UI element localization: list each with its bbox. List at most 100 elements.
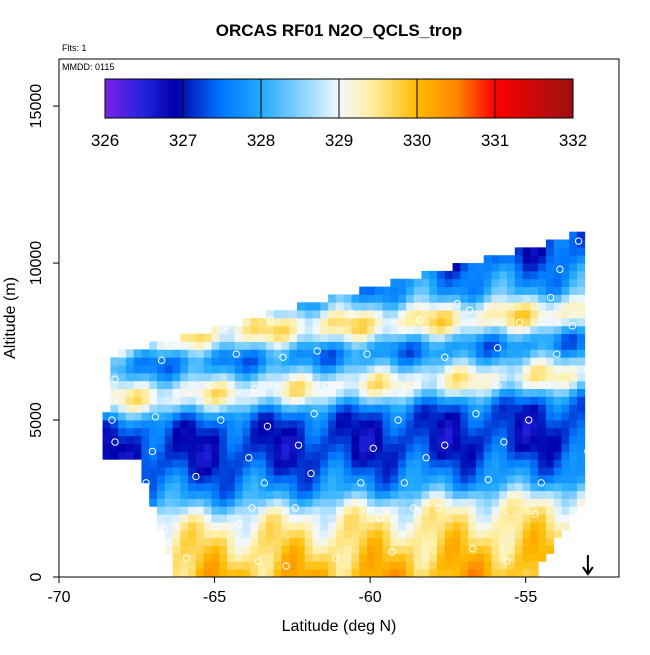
heatmap-cell bbox=[203, 427, 212, 437]
heatmap-cell bbox=[538, 341, 547, 350]
heatmap-cell bbox=[335, 349, 345, 358]
heatmap-cell bbox=[382, 443, 391, 452]
heatmap-cell bbox=[188, 545, 197, 554]
heatmap-cell bbox=[444, 412, 453, 421]
heatmap-cell bbox=[242, 529, 251, 539]
heatmap-cell bbox=[382, 569, 391, 578]
heatmap-cell bbox=[141, 451, 150, 460]
heatmap-cell bbox=[265, 561, 275, 570]
heatmap-cell bbox=[577, 396, 586, 405]
heatmap-cell bbox=[335, 396, 345, 405]
heatmap-cell bbox=[390, 443, 399, 452]
heatmap-cell bbox=[219, 474, 228, 484]
heatmap-cell bbox=[343, 357, 352, 366]
heatmap-cell bbox=[538, 247, 547, 256]
heatmap-cell bbox=[351, 372, 360, 382]
heatmap-cell bbox=[320, 506, 329, 515]
heatmap-cell bbox=[421, 357, 430, 366]
heatmap-cell bbox=[374, 380, 383, 390]
heatmap-cell bbox=[180, 427, 189, 437]
heatmap-cell bbox=[390, 459, 399, 468]
heatmap-cell bbox=[289, 561, 298, 570]
heatmap-cell bbox=[444, 467, 453, 476]
heatmap-cell bbox=[188, 537, 197, 547]
heatmap-cell bbox=[304, 380, 313, 390]
heatmap-cell bbox=[429, 522, 438, 531]
heatmap-cell bbox=[545, 278, 555, 288]
heatmap-cell bbox=[468, 569, 477, 578]
heatmap-cell bbox=[227, 365, 236, 374]
heatmap-cell bbox=[507, 506, 516, 515]
heatmap-cell bbox=[553, 349, 562, 358]
heatmap-cell bbox=[538, 396, 547, 405]
heatmap-cell bbox=[405, 349, 415, 358]
heatmap-cell bbox=[483, 459, 492, 468]
heatmap-cell bbox=[429, 294, 438, 303]
heatmap-cell bbox=[227, 553, 236, 562]
heatmap-cell bbox=[405, 498, 415, 507]
heatmap-cell bbox=[227, 569, 236, 578]
heatmap-cell bbox=[367, 325, 376, 335]
heatmap-cell bbox=[227, 498, 236, 507]
heatmap-cell bbox=[367, 553, 376, 562]
heatmap-cell bbox=[483, 270, 492, 280]
heatmap-cell bbox=[405, 412, 415, 421]
heatmap-cell bbox=[444, 569, 453, 578]
heatmap-cell bbox=[304, 325, 313, 335]
heatmap-cell bbox=[297, 514, 306, 523]
heatmap-cell bbox=[367, 482, 376, 492]
heatmap-cell bbox=[320, 396, 329, 405]
heatmap-cell bbox=[452, 498, 461, 507]
heatmap-cell bbox=[561, 459, 570, 468]
x-tick-label: -55 bbox=[514, 589, 537, 606]
heatmap-cell bbox=[195, 357, 205, 366]
heatmap-cell bbox=[491, 569, 500, 578]
heatmap-cell bbox=[265, 341, 275, 350]
heatmap-cell bbox=[343, 451, 352, 460]
heatmap-cell bbox=[538, 318, 547, 327]
heatmap-cell bbox=[320, 349, 329, 358]
heatmap-cell bbox=[514, 412, 523, 421]
heatmap-cell bbox=[514, 451, 523, 460]
heatmap-cell bbox=[475, 467, 485, 476]
heatmap-cell bbox=[514, 537, 523, 547]
heatmap-cell bbox=[460, 474, 469, 484]
heatmap-cell bbox=[211, 380, 220, 390]
heatmap-cell bbox=[203, 380, 212, 390]
heatmap-cell bbox=[320, 482, 329, 492]
heatmap-cell bbox=[460, 365, 469, 374]
heatmap-cell bbox=[491, 286, 500, 295]
heatmap-cell bbox=[413, 286, 422, 295]
heatmap-cell bbox=[522, 435, 531, 444]
heatmap-cell bbox=[351, 569, 360, 578]
flight-track-point bbox=[207, 381, 216, 390]
heatmap-cell bbox=[304, 443, 313, 452]
heatmap-cell bbox=[258, 365, 267, 374]
heatmap-cell bbox=[367, 294, 376, 303]
heatmap-cell bbox=[545, 404, 555, 413]
heatmap-cell bbox=[343, 318, 352, 327]
heatmap-cell bbox=[234, 372, 243, 382]
heatmap-cell bbox=[452, 427, 461, 437]
heatmap-cell bbox=[149, 404, 158, 413]
heatmap-cell bbox=[538, 529, 547, 539]
heatmap-cell bbox=[413, 474, 422, 484]
colorbar-tick-label: 326 bbox=[91, 131, 119, 150]
heatmap-cell bbox=[273, 498, 282, 507]
heatmap-cell bbox=[382, 451, 391, 460]
heatmap-cell bbox=[203, 569, 212, 578]
heatmap-cell bbox=[110, 372, 119, 382]
heatmap-cell bbox=[444, 474, 453, 484]
x-axis-label: Latitude (deg N) bbox=[282, 618, 397, 635]
heatmap-cell bbox=[514, 380, 523, 390]
heatmap-cell bbox=[468, 318, 477, 327]
heatmap-cell bbox=[545, 263, 555, 272]
heatmap-cell bbox=[328, 325, 337, 335]
heatmap-cell bbox=[234, 522, 243, 531]
heatmap-cell bbox=[234, 553, 243, 562]
heatmap-cell bbox=[367, 302, 376, 311]
heatmap-cell bbox=[195, 341, 205, 350]
heatmap-cell bbox=[164, 514, 173, 523]
heatmap-cell bbox=[483, 482, 492, 492]
